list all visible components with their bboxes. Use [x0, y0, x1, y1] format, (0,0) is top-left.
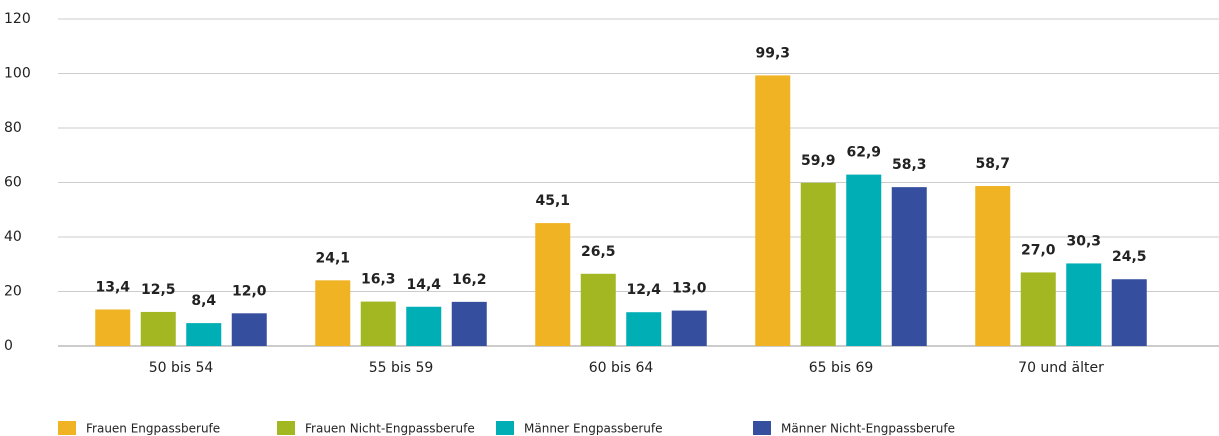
y-tick-label: 120 — [4, 11, 31, 27]
y-tick-label: 0 — [4, 338, 13, 354]
legend-label: Frauen Engpassberufe — [86, 422, 220, 436]
value-label: 14,4 — [406, 277, 441, 293]
y-tick-label: 100 — [4, 66, 31, 82]
x-tick-label: 65 bis 69 — [809, 360, 874, 376]
value-label: 58,7 — [975, 156, 1010, 172]
bar — [626, 312, 662, 346]
bar — [451, 301, 487, 346]
x-tick-label: 55 bis 59 — [369, 360, 434, 376]
value-label: 12,4 — [626, 282, 661, 298]
legend-swatch — [58, 421, 76, 435]
bar — [1020, 272, 1056, 346]
value-label: 30,3 — [1066, 233, 1101, 249]
legend-label: Frauen Nicht-Engpassberufe — [305, 422, 475, 436]
y-tick-label: 60 — [4, 175, 22, 191]
bar — [95, 309, 131, 346]
x-tick-label: 60 bis 64 — [589, 360, 654, 376]
bar — [755, 75, 791, 346]
value-label: 13,0 — [672, 281, 707, 297]
value-label: 24,5 — [1112, 249, 1147, 265]
value-label: 58,3 — [892, 157, 927, 173]
bar — [535, 223, 571, 346]
bar — [846, 174, 882, 346]
bar — [1066, 263, 1102, 346]
bar — [671, 310, 707, 346]
bar — [800, 182, 836, 346]
legend-label: Männer Engpassberufe — [524, 422, 662, 436]
value-label: 62,9 — [846, 145, 881, 161]
bar — [891, 187, 927, 346]
y-tick-label: 20 — [4, 284, 22, 300]
x-tick-label: 70 und älter — [1018, 360, 1104, 376]
legend-swatch — [753, 421, 771, 435]
bar — [1111, 279, 1147, 346]
value-label: 99,3 — [755, 45, 790, 61]
bar — [360, 301, 396, 346]
legend-swatch — [496, 421, 514, 435]
value-label: 26,5 — [581, 244, 616, 260]
bar — [315, 280, 351, 346]
value-label: 12,0 — [232, 283, 267, 299]
value-label: 8,4 — [191, 293, 216, 309]
bar — [186, 323, 222, 346]
legend-swatch — [277, 421, 295, 435]
bar — [580, 273, 616, 346]
value-label: 16,2 — [452, 272, 487, 288]
x-tick-label: 50 bis 54 — [149, 360, 214, 376]
legend-label: Männer Nicht-Engpassberufe — [781, 422, 955, 436]
bar — [140, 311, 176, 346]
value-label: 27,0 — [1021, 242, 1056, 258]
y-tick-label: 80 — [4, 120, 22, 136]
value-label: 24,1 — [315, 250, 350, 266]
bar — [975, 186, 1011, 346]
value-label: 12,5 — [141, 282, 176, 298]
y-tick-label: 40 — [4, 229, 22, 245]
value-label: 16,3 — [361, 272, 396, 288]
bar — [406, 306, 442, 346]
value-label: 45,1 — [535, 193, 570, 209]
bar — [231, 313, 267, 346]
value-label: 13,4 — [95, 279, 130, 295]
value-label: 59,9 — [801, 153, 836, 169]
